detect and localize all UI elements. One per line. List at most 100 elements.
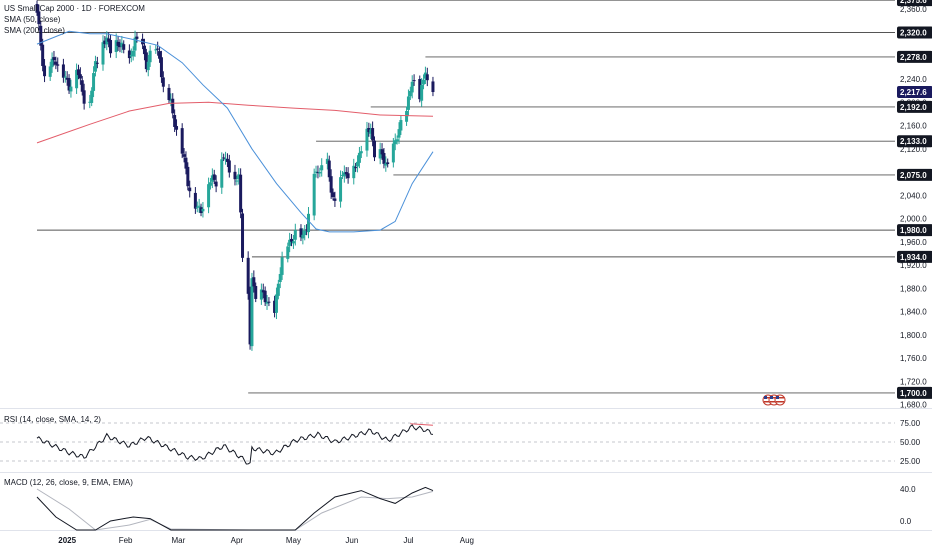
candle-up (265, 301, 269, 304)
candle-up (378, 149, 382, 159)
instrument-title: US Small Cap 2000 · 1D · FOREXCOM (4, 4, 145, 13)
candle-up (288, 239, 292, 246)
candle-down (80, 80, 84, 92)
candle-up (120, 42, 124, 47)
candle-down (290, 238, 294, 242)
candle-down (382, 152, 386, 164)
candle-down (212, 174, 216, 180)
candle-up (314, 171, 318, 173)
rsi-label: RSI (14, close, SMA, 14, 2) (4, 415, 101, 424)
sma50-line (36, 30, 434, 233)
macd-tick-label: 40.0 (900, 485, 916, 494)
candle-up (50, 58, 54, 68)
level-price-label-bg (897, 0, 932, 7)
candle-down (299, 228, 303, 238)
candle-down (354, 167, 358, 169)
candle-up (169, 100, 173, 102)
candle-down (184, 157, 188, 169)
candle-down (107, 38, 111, 42)
candle-down (246, 257, 250, 294)
candle-down (161, 77, 165, 87)
macd-line (36, 486, 434, 531)
candle-up (129, 54, 133, 57)
sma200-line (36, 101, 434, 144)
candle-down (199, 207, 203, 214)
candle-up (92, 73, 96, 91)
price-tick-label: 2,040.0 (900, 191, 927, 200)
level-price-label-bg (897, 135, 932, 148)
us-flag-stripe (776, 401, 784, 403)
candle-up (88, 101, 92, 103)
candle-up (406, 96, 410, 110)
candle-up (210, 175, 214, 182)
candle-up (312, 173, 316, 216)
candles-group (35, 0, 435, 351)
candle-down (373, 140, 377, 158)
candle-down (248, 292, 252, 345)
candle-up (318, 172, 322, 174)
rsi-line (36, 424, 434, 465)
candle-up (101, 42, 105, 65)
rsi-tick-label: 50.00 (900, 438, 921, 447)
price-tick-label: 2,240.0 (900, 75, 927, 84)
candle-up (195, 206, 199, 208)
candle-down (65, 77, 69, 80)
price-tick-label: 1,720.0 (900, 377, 927, 386)
candle-down (233, 171, 237, 180)
candle-down (127, 50, 131, 59)
price-tick-label: 2,000.0 (900, 215, 927, 224)
level-price-label-bg (897, 50, 932, 63)
candle-up (133, 37, 137, 51)
candle-down (109, 40, 113, 54)
level-price-label: 2,075.0 (900, 171, 927, 180)
candle-up (369, 129, 373, 134)
candle-down (39, 25, 43, 46)
candle-down (344, 172, 348, 175)
level-price-label: 1,700.0 (900, 389, 927, 398)
price-tick-label: 1,920.0 (900, 261, 927, 270)
candle-down (142, 45, 146, 55)
candle-up (339, 177, 343, 202)
us-flag-stripe (776, 397, 784, 399)
price-tick-label: 2,160.0 (900, 122, 927, 131)
candle-down (371, 128, 375, 141)
candle-down (267, 301, 271, 303)
candle-up (274, 294, 278, 313)
candle-down (78, 74, 82, 79)
candle-up (90, 90, 94, 103)
candle-down (122, 44, 126, 50)
candle-up (357, 152, 361, 163)
candle-up (276, 283, 280, 296)
candle-up (237, 174, 241, 180)
candle-down (171, 98, 175, 114)
candle-up (359, 151, 363, 154)
candle-up (423, 72, 427, 79)
us-flag-canton (764, 396, 767, 399)
candle-down (116, 41, 120, 46)
candle-down (327, 160, 331, 178)
level-price-label-bg (897, 224, 932, 237)
candle-down (333, 198, 337, 201)
candle-down (67, 77, 71, 91)
level-price-label: 2,278.0 (900, 53, 927, 62)
level-price-label: 1,980.0 (900, 226, 927, 235)
price-tick-label: 1,880.0 (900, 284, 927, 293)
macd-lines-group (36, 486, 434, 531)
candle-up (259, 289, 263, 300)
candle-down (380, 149, 384, 155)
candle-down (273, 300, 277, 313)
candle-up (301, 234, 305, 239)
candle-down (316, 172, 320, 174)
main-pane-title: US Small Cap 2000 · 1D · FOREXCOM SMA (5… (4, 3, 145, 36)
candle-down (95, 62, 99, 64)
time-axis-label: 2025 (58, 536, 76, 545)
candle-down (82, 90, 86, 104)
candle-up (391, 143, 395, 163)
price-tick-label: 1,800.0 (900, 331, 927, 340)
candle-up (154, 49, 158, 51)
candle-up (148, 50, 152, 63)
candle-up (342, 172, 346, 177)
price-tick-label: 2,120.0 (900, 145, 927, 154)
candle-down (167, 87, 171, 101)
